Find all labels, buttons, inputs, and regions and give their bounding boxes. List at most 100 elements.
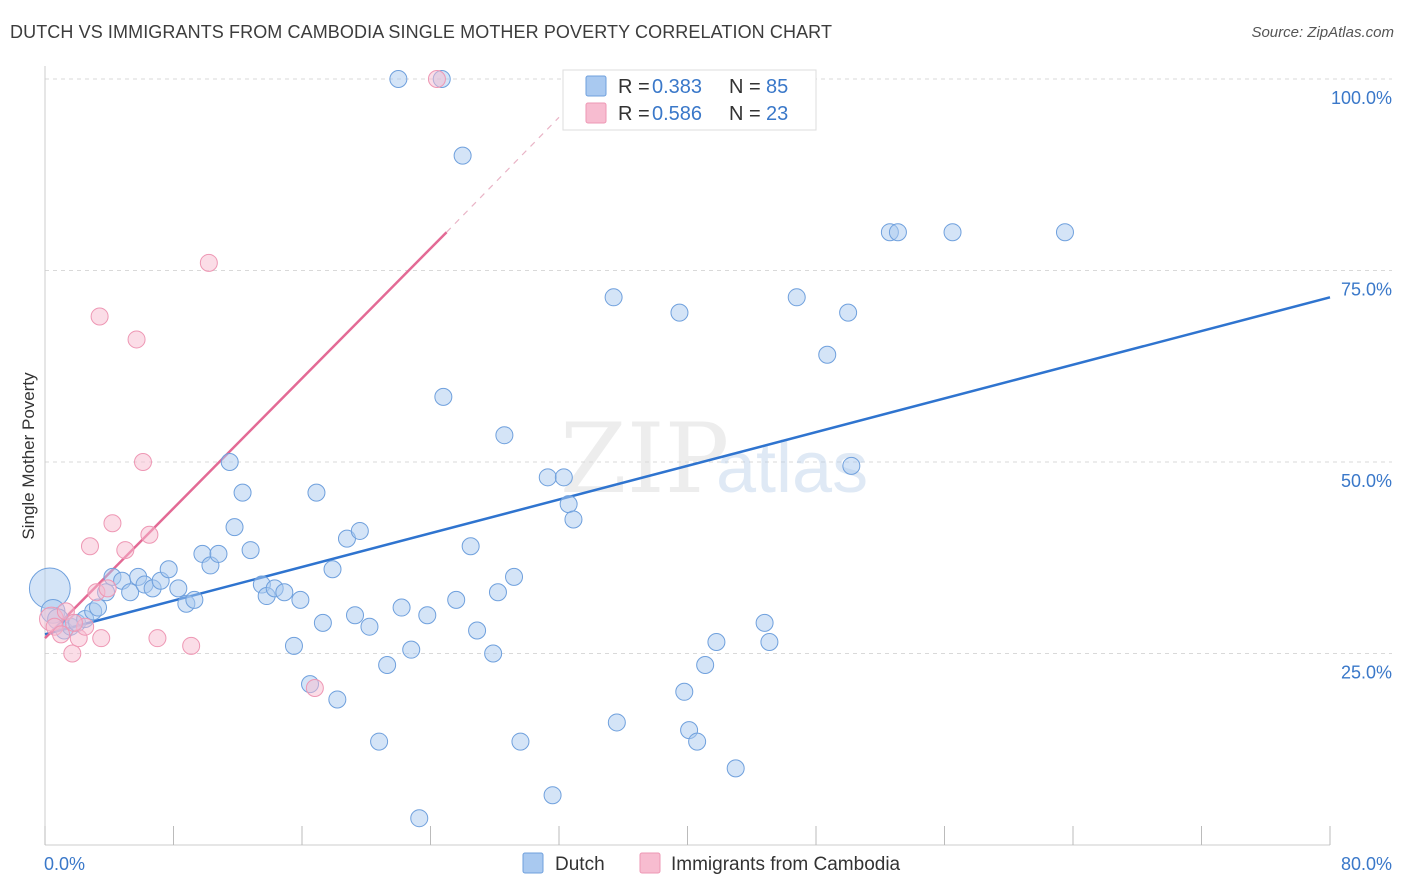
dutch-point <box>484 644 503 663</box>
cambodia-point <box>52 625 71 644</box>
dutch-point <box>284 636 303 655</box>
cambodia-point <box>116 541 135 560</box>
cambodia-point <box>92 629 111 648</box>
cambodia-n-value: 23 <box>766 103 788 125</box>
dutch-point <box>291 590 310 609</box>
x-tick-label: 80.0% <box>1341 854 1392 874</box>
dutch-point <box>185 590 204 609</box>
x-tick-label: 0.0% <box>44 854 85 874</box>
dutch-point <box>313 613 332 632</box>
y-tick-labels: 25.0% 50.0% 75.0% 100.0% <box>1331 88 1392 683</box>
bottom-legend: Dutch Immigrants from Cambodia <box>522 852 901 875</box>
dutch-point <box>402 640 421 659</box>
x-tick-labels: 0.0% 80.0% <box>44 854 1392 874</box>
dutch-point <box>346 606 365 625</box>
y-axis-label: Single Mother Poverty <box>19 372 38 540</box>
dutch-point <box>89 598 108 617</box>
dutch-n-value: 85 <box>766 76 788 98</box>
dutch-point <box>787 288 806 307</box>
dutch-point <box>307 483 326 502</box>
dutch-point <box>604 288 623 307</box>
legend-dutch-label: Dutch <box>555 854 605 875</box>
cambodia-swatch <box>585 102 607 124</box>
dutch-point <box>434 387 453 406</box>
cambodia-point <box>98 579 117 598</box>
dutch-point <box>488 583 507 602</box>
cambodia-point <box>133 453 152 471</box>
dutch-point <box>447 590 466 609</box>
dutch-point <box>888 223 907 242</box>
legend-dutch-swatch <box>522 852 544 874</box>
cambodia-point <box>182 636 201 655</box>
trend-layer <box>44 116 1331 640</box>
dutch-point <box>121 583 140 602</box>
dutch-point <box>233 483 252 502</box>
dutch-r-label: R = <box>618 76 650 98</box>
dutch-point <box>564 510 583 529</box>
dutch-point <box>839 303 858 322</box>
axis-layer <box>44 66 1331 846</box>
dutch-point <box>209 544 228 563</box>
dutch-point <box>670 303 689 322</box>
dutch-point <box>418 606 437 625</box>
dutch-point <box>495 426 514 445</box>
y-tick-label: 25.0% <box>1341 663 1392 683</box>
dutch-point <box>511 732 530 751</box>
chart-title: DUTCH VS IMMIGRANTS FROM CAMBODIA SINGLE… <box>10 22 833 42</box>
dutch-r-value: 0.383 <box>652 76 702 98</box>
dutch-point <box>943 223 962 242</box>
cambodia-r-label: R = <box>618 103 650 125</box>
y-tick-label: 50.0% <box>1341 471 1392 491</box>
cambodia-point <box>103 514 122 533</box>
dutch-point <box>538 468 557 487</box>
cambodia-point <box>127 330 146 349</box>
dutch-point <box>818 345 837 364</box>
dutch-point <box>461 537 480 556</box>
cambodia-point <box>148 629 167 648</box>
dutch-point <box>241 541 260 560</box>
dutch-swatch <box>585 75 607 97</box>
cambodia-r-value: 0.586 <box>652 103 702 125</box>
cambodia-n-label: N = <box>729 103 761 125</box>
dutch-point <box>389 70 408 88</box>
dutch-n-label: N = <box>729 76 761 98</box>
dutch-point <box>688 732 707 751</box>
dutch-point <box>696 655 715 674</box>
dutch-point <box>328 690 347 709</box>
dutch-point <box>675 682 694 701</box>
stats-legend-box: R = 0.383 N = 85 R = 0.586 N = 23 <box>562 69 817 131</box>
cambodia-point <box>199 253 218 272</box>
points-layer <box>28 70 1074 828</box>
dutch-point <box>726 759 745 778</box>
dutch-point <box>1055 223 1074 242</box>
dutch-point <box>410 809 429 828</box>
dutch-point <box>275 583 294 602</box>
dutch-point <box>554 468 573 487</box>
dutch-point <box>360 617 379 636</box>
watermark-zip: ZIP <box>560 403 729 515</box>
dutch-point <box>378 655 397 674</box>
dutch-point <box>159 560 178 579</box>
dutch-point <box>468 621 487 640</box>
dutch-point <box>707 633 726 652</box>
dutch-point <box>169 579 188 598</box>
dutch-point <box>543 786 562 805</box>
cambodia-point <box>63 644 82 663</box>
watermark: ZIP atlas <box>560 403 868 515</box>
legend-cambodia-swatch <box>639 852 661 874</box>
dutch-point <box>607 713 626 732</box>
cambodia-point <box>64 613 83 632</box>
legend-cambodia-label: Immigrants from Cambodia <box>671 854 901 875</box>
dutch-point <box>323 560 342 579</box>
dutch-point <box>453 146 472 165</box>
dutch-point <box>225 518 244 537</box>
dutch-point <box>505 567 524 586</box>
cambodia-point <box>90 307 109 326</box>
dutch-point <box>559 495 578 514</box>
cambodia-trend-extension <box>446 116 560 233</box>
dutch-point <box>370 732 389 751</box>
dutch-point <box>220 453 239 471</box>
dutch-point <box>760 633 779 652</box>
cambodia-point <box>80 537 99 556</box>
